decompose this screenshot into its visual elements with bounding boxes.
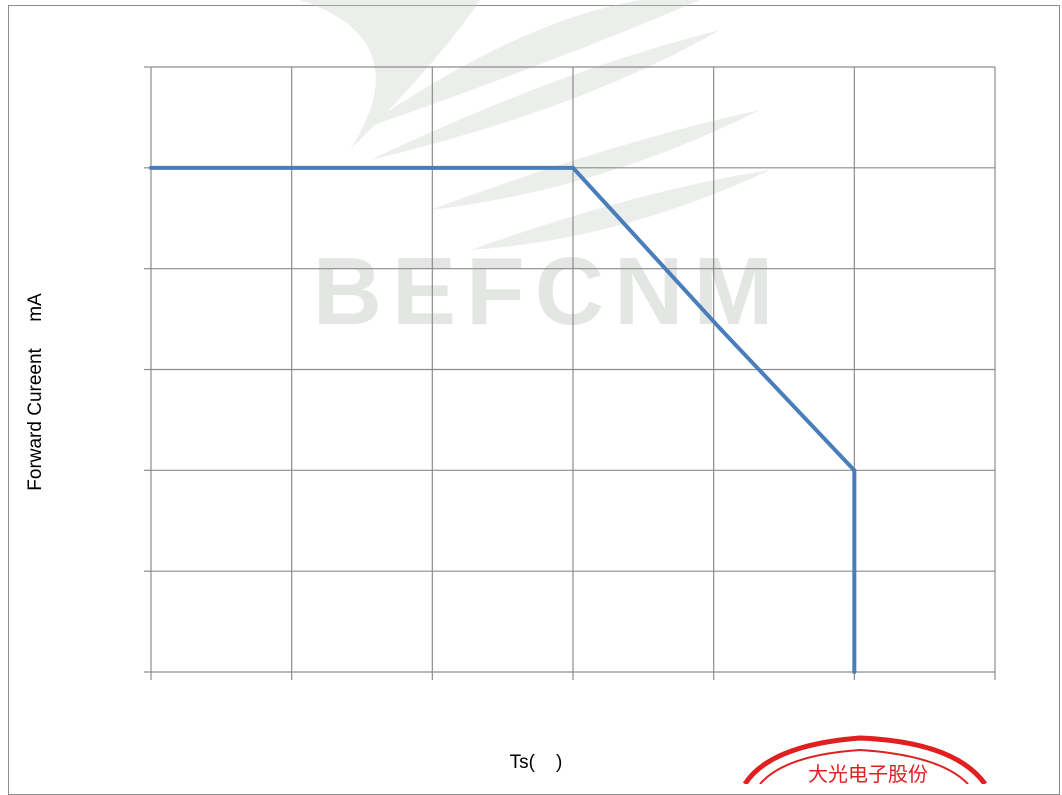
data-point xyxy=(149,165,153,170)
data-point xyxy=(571,165,575,170)
data-point xyxy=(852,468,857,473)
ticks xyxy=(144,66,996,680)
x-axis-label: Ts( ) xyxy=(509,752,563,773)
watermark-logo: BEFCNM xyxy=(300,0,784,345)
watermark-text: BEFCNM xyxy=(313,238,784,345)
company-stamp: 大光电子股份 xyxy=(742,735,988,784)
series xyxy=(149,165,857,674)
grid xyxy=(150,66,996,673)
y-axis-label: Forward Cureent mA xyxy=(25,293,46,491)
data-point xyxy=(852,670,857,674)
chart-frame xyxy=(8,5,1060,795)
stamp-text: 大光电子股份 xyxy=(808,762,928,784)
data-point xyxy=(718,327,723,332)
